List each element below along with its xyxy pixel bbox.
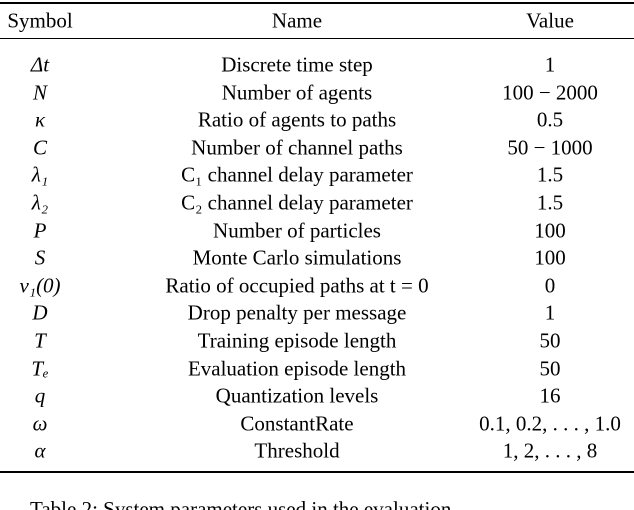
- value-cell: 1.5: [536, 190, 564, 215]
- value-cell: 50: [539, 356, 561, 381]
- bottom-rule: [0, 471, 634, 473]
- name-cell: Evaluation episode length: [187, 356, 407, 381]
- value-cell: 1: [544, 300, 556, 325]
- name-cell: Ratio of agents to paths: [197, 107, 397, 132]
- symbol-cell: α: [34, 438, 46, 463]
- symbol-cell: κ: [34, 107, 46, 132]
- header-value: Value: [526, 8, 574, 33]
- value-cell: 100 − 2000: [502, 80, 598, 105]
- name-cell: Number of agents: [221, 80, 373, 105]
- symbol-cell: T: [34, 328, 46, 353]
- name-cell: Discrete time step: [221, 52, 373, 77]
- name-cell: Training episode length: [197, 328, 397, 353]
- name-cell: Quantization levels: [215, 383, 379, 408]
- symbol-cell: ω: [32, 411, 48, 436]
- value-cell: 16: [539, 383, 561, 408]
- name-cell: ConstantRate: [240, 411, 354, 436]
- symbol-cell: S: [34, 245, 46, 270]
- name-cell: Number of channel paths: [191, 135, 403, 160]
- symbol-cell: Tₑ: [31, 356, 49, 381]
- value-cell: 1.5: [536, 162, 564, 187]
- name-cell: Number of particles: [213, 218, 381, 243]
- value-cell: 1, 2, . . . , 8: [502, 438, 598, 463]
- name-cell: Ratio of occupied paths at t = 0: [165, 273, 429, 298]
- value-cell: 0.5: [536, 107, 564, 132]
- symbol-cell: D: [32, 300, 48, 325]
- value-cell: 1: [544, 52, 556, 77]
- symbol-cell: ν₁(0): [19, 273, 61, 298]
- header-name: Name: [271, 8, 323, 33]
- symbol-cell: N: [32, 80, 48, 105]
- caption: Table 2: System parameters used in the e…: [30, 497, 452, 510]
- symbol-cell: λ₁: [31, 162, 49, 187]
- top-rule: [0, 2, 634, 4]
- value-cell: 100: [534, 245, 566, 270]
- symbol-cell: q: [34, 383, 46, 408]
- header-rule: [0, 38, 634, 39]
- symbol-cell: C: [32, 135, 48, 160]
- name-cell: Drop penalty per message: [187, 300, 407, 325]
- name-cell: Threshold: [254, 438, 340, 463]
- value-cell: 50 − 1000: [507, 135, 593, 160]
- name-cell: Monte Carlo simulations: [192, 245, 402, 270]
- symbol-cell: Δt: [30, 52, 50, 77]
- name-cell: C₂ channel delay parameter: [181, 190, 413, 215]
- name-cell: C₁ channel delay parameter: [181, 162, 413, 187]
- value-cell: 0: [544, 273, 556, 298]
- header-symbol: Symbol: [7, 8, 73, 33]
- value-cell: 0.1, 0.2, . . . , 1.0: [479, 411, 621, 436]
- symbol-cell: λ₂: [31, 190, 49, 215]
- symbol-cell: P: [33, 218, 47, 243]
- value-cell: 100: [534, 218, 566, 243]
- value-cell: 50: [539, 328, 561, 353]
